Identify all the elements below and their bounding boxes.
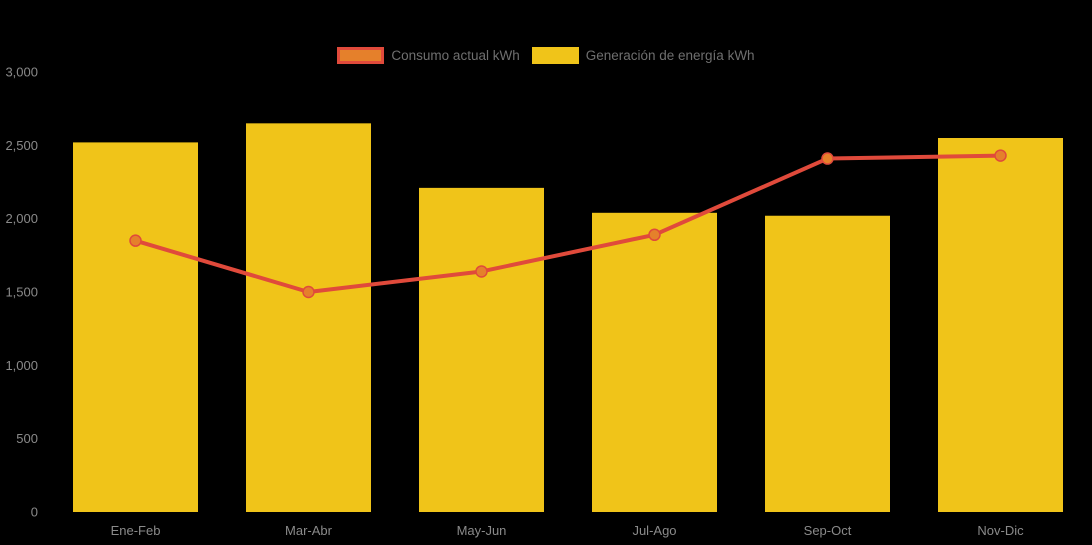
legend-item-generacion[interactable]: Generación de energía kWh bbox=[531, 47, 755, 64]
line-marker-sep-oct[interactable] bbox=[821, 152, 834, 165]
y-tick-label: 3,000 bbox=[5, 65, 38, 80]
legend: Consumo actual kWh Generación de energía… bbox=[0, 47, 1092, 64]
x-tick-label-mar-abr: Mar-Abr bbox=[285, 523, 333, 538]
consumo-line bbox=[133, 153, 1003, 294]
legend-swatch-consumo bbox=[337, 47, 385, 64]
x-tick-label-sep-oct: Sep-Oct bbox=[804, 523, 852, 538]
bar-sep-oct[interactable] bbox=[765, 215, 890, 512]
y-tick-label: 0 bbox=[31, 505, 38, 520]
legend-label-consumo: Consumo actual kWh bbox=[391, 48, 520, 63]
bar-nov-dic[interactable] bbox=[938, 138, 1063, 512]
line-marker-nov-dic[interactable] bbox=[994, 149, 1007, 162]
y-tick-label: 1,500 bbox=[5, 285, 38, 300]
x-tick-label-jul-ago: Jul-Ago bbox=[632, 523, 676, 538]
y-tick-label: 2,000 bbox=[5, 211, 38, 226]
y-tick-label: 1,000 bbox=[5, 358, 38, 373]
bar-jul-ago[interactable] bbox=[592, 212, 717, 513]
y-tick-label: 500 bbox=[16, 431, 38, 446]
legend-label-generacion: Generación de energía kWh bbox=[585, 48, 755, 63]
bar-ene-feb[interactable] bbox=[73, 142, 198, 512]
legend-swatch-generacion bbox=[531, 47, 579, 64]
x-tick-label-may-jun: May-Jun bbox=[457, 523, 507, 538]
x-tick-label-ene-feb: Ene-Feb bbox=[111, 523, 161, 538]
line-marker-jul-ago[interactable] bbox=[648, 228, 661, 242]
x-tick-label-nov-dic: Nov-Dic bbox=[977, 523, 1024, 538]
line-marker-may-jun[interactable] bbox=[475, 265, 488, 278]
line-marker-ene-feb[interactable] bbox=[129, 234, 142, 247]
y-tick-label: 2,500 bbox=[5, 138, 38, 153]
line-marker-mar-abr[interactable] bbox=[302, 285, 315, 299]
legend-item-consumo[interactable]: Consumo actual kWh bbox=[337, 47, 520, 64]
bar-mar-abr[interactable] bbox=[246, 123, 371, 512]
bar-may-jun[interactable] bbox=[419, 187, 544, 512]
